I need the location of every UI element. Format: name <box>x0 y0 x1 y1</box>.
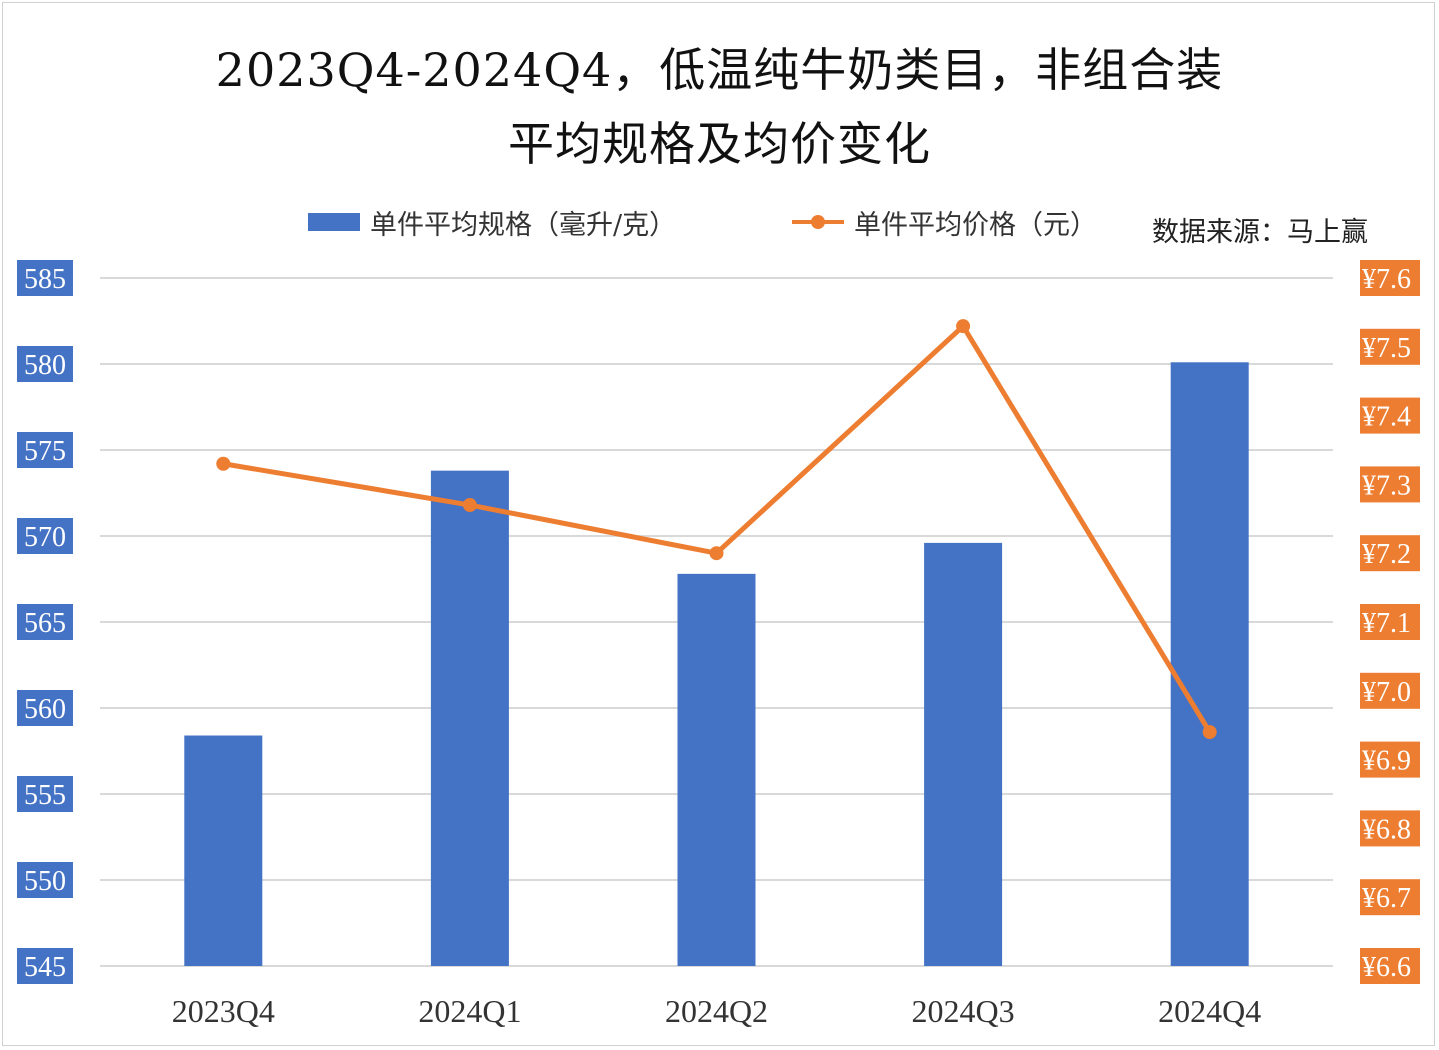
price-point-2024Q1 <box>462 498 477 513</box>
left-tick-bg <box>17 776 73 812</box>
left-tick-label: 585 <box>24 264 66 295</box>
right-tick-bg <box>1360 810 1420 847</box>
left-axis: 585 580 575 570 565 560 555 550 545 <box>17 260 73 984</box>
right-axis: ¥7.6 ¥7.5 ¥7.4 ¥7.3 ¥7.2 ¥7.1 ¥7.0 ¥6.9 ¥6.8 ¥6.7… <box>1360 260 1420 984</box>
legend-bar-swatch <box>308 213 360 231</box>
right-tick-label: ¥7.1 <box>1362 608 1411 639</box>
left-tick-bg <box>17 346 73 382</box>
right-tick-bg <box>1360 879 1420 916</box>
x-tick-label: 2024Q1 <box>418 993 521 1029</box>
line-series <box>216 319 1217 740</box>
bar-2024Q3 <box>924 542 1003 966</box>
right-tick-bg <box>1360 260 1420 296</box>
bar-series <box>184 362 1249 966</box>
right-tick-label: ¥6.7 <box>1362 883 1411 914</box>
right-tick-bg <box>1360 397 1420 434</box>
legend-item-bar: 单件平均规格（毫升/克） <box>308 200 676 244</box>
legend-line-swatch <box>792 213 844 231</box>
right-tick-label: ¥7.2 <box>1362 539 1411 570</box>
x-tick-label: 2023Q4 <box>172 993 275 1029</box>
bar-2024Q2 <box>677 573 756 966</box>
right-tick-bg <box>1360 948 1420 984</box>
legend-item-line: 单件平均价格（元） <box>792 200 1097 244</box>
left-tick-label: 565 <box>24 608 66 639</box>
right-tick-bg <box>1360 328 1420 365</box>
right-tick-label: ¥6.8 <box>1362 814 1411 845</box>
right-tick-label: ¥6.9 <box>1362 746 1411 777</box>
x-tick-label: 2024Q2 <box>665 993 768 1029</box>
price-point-2024Q3 <box>956 319 971 334</box>
data-source-note: 数据来源：马上赢 <box>1152 217 1368 248</box>
price-point-2024Q4 <box>1202 725 1217 740</box>
right-tick-bg <box>1360 741 1420 778</box>
x-axis: 2023Q4 2024Q1 2024Q2 2024Q3 2024Q4 <box>172 993 1262 1029</box>
right-tick-label: ¥7.0 <box>1362 677 1411 708</box>
right-tick-bg <box>1360 672 1420 709</box>
chart-legend: 单件平均规格（毫升/克） 单件平均价格（元） <box>0 200 1439 244</box>
chart-title-line2: 平均规格及均价变化 <box>508 117 931 171</box>
left-tick-bg <box>17 260 73 296</box>
price-point-2023Q4 <box>216 456 231 471</box>
left-tick-bg <box>17 690 73 726</box>
left-tick-label: 575 <box>24 436 66 467</box>
legend-line-label: 单件平均价格（元） <box>854 209 1097 241</box>
left-tick-bg <box>17 518 73 554</box>
right-tick-label: ¥6.6 <box>1362 952 1411 983</box>
left-tick-bg <box>17 948 73 984</box>
left-tick-bg <box>17 432 73 468</box>
left-tick-label: 560 <box>24 694 66 725</box>
bar-2024Q4 <box>1170 362 1249 966</box>
left-tick-bg <box>17 862 73 898</box>
left-tick-label: 555 <box>24 780 66 811</box>
bar-2024Q1 <box>430 470 509 966</box>
right-tick-label: ¥7.6 <box>1362 264 1411 295</box>
price-point-2024Q2 <box>709 546 724 561</box>
left-tick-label: 580 <box>24 350 66 381</box>
right-tick-label: ¥7.5 <box>1362 333 1411 364</box>
left-tick-label: 545 <box>24 952 66 983</box>
left-tick-label: 550 <box>24 866 66 897</box>
right-tick-bg <box>1360 535 1420 572</box>
left-tick-label: 570 <box>24 522 66 553</box>
bar-2023Q4 <box>184 735 263 966</box>
chart-title-line1: 2023Q4-2024Q4，低温纯牛奶类目，非组合装 <box>215 43 1224 97</box>
right-tick-bg <box>1360 466 1420 503</box>
x-tick-label: 2024Q4 <box>1158 993 1261 1029</box>
right-tick-bg <box>1360 604 1420 640</box>
left-tick-bg <box>17 604 73 640</box>
right-tick-label: ¥7.3 <box>1362 470 1411 501</box>
x-tick-label: 2024Q3 <box>912 993 1015 1029</box>
legend-bar-label: 单件平均规格（毫升/克） <box>370 209 677 241</box>
right-tick-label: ¥7.4 <box>1362 402 1411 433</box>
